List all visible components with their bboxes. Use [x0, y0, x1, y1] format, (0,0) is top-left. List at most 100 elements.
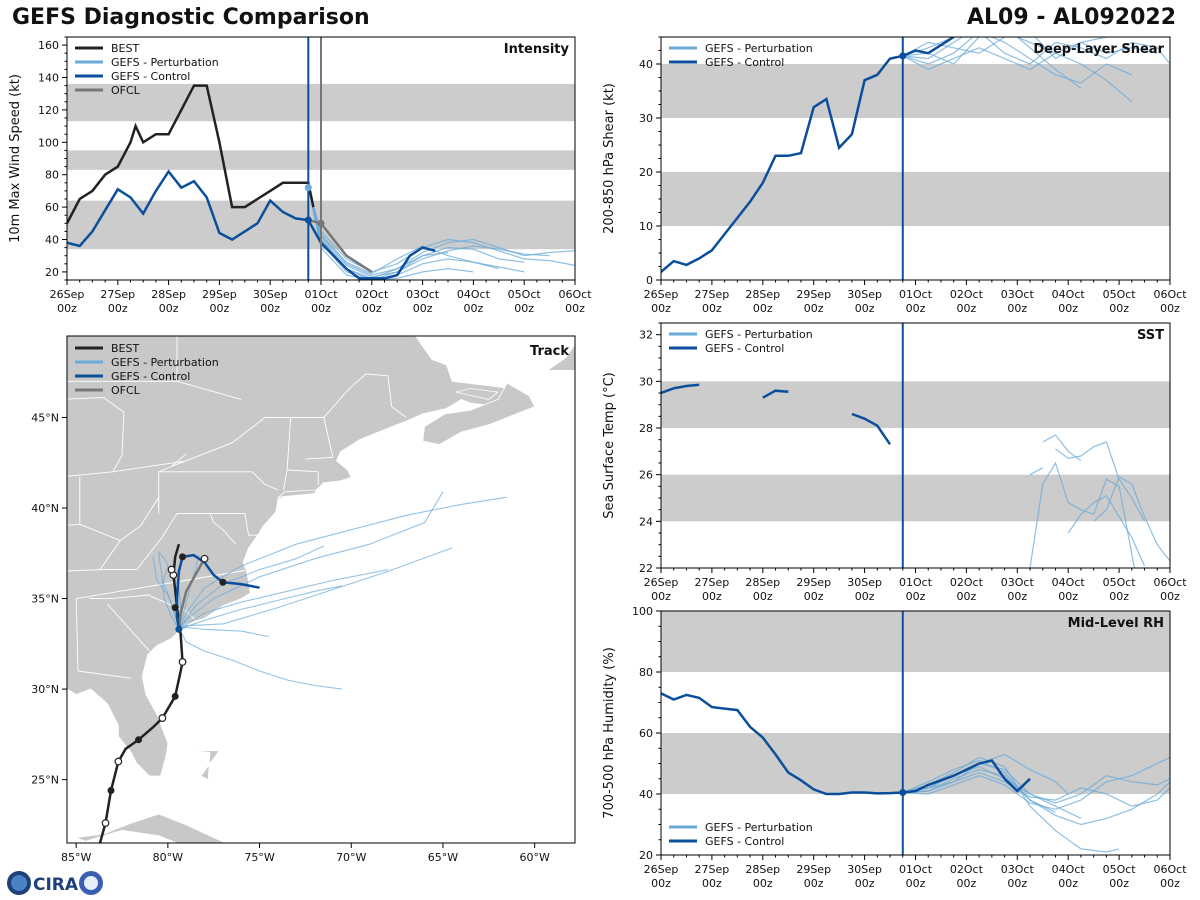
land-mainland: [67, 336, 512, 777]
page-title: GEFS Diagnostic Comparison: [12, 5, 370, 30]
cira-logo: CIRA: [7, 871, 103, 895]
y-axis-label: 200-850 hPa Shear (kt): [602, 83, 617, 234]
lat-tick-label: 35°N: [31, 593, 59, 606]
x-tick-hour-label: 00z: [906, 590, 926, 603]
control-track-point: [179, 553, 187, 561]
perturbation-line: [1055, 441, 1146, 522]
lat-tick-label: 30°N: [31, 683, 59, 696]
x-tick-hour-label: 00z: [855, 877, 875, 890]
perturbation-track: [178, 496, 508, 630]
y-tick-label: 20: [45, 266, 59, 279]
x-tick-hour-label: 00z: [159, 302, 179, 315]
perturbation-init-point: [304, 184, 312, 192]
x-tick-hour-label: 00z: [957, 590, 977, 603]
y-tick-label: 28: [639, 422, 653, 435]
state-border: [99, 495, 160, 570]
x-tick-hour-label: 00z: [1007, 590, 1027, 603]
x-tick-day-label: 04Oct: [1052, 288, 1086, 301]
x-tick-day-label: 02Oct: [950, 863, 984, 876]
lat-tick-label: 40°N: [31, 502, 59, 515]
x-tick-hour-label: 00z: [957, 877, 977, 890]
x-tick-day-label: 06Oct: [1153, 863, 1187, 876]
y-tick-label: 20: [639, 849, 653, 862]
control-track-point: [219, 578, 227, 586]
perturbation-line: [1093, 476, 1170, 562]
x-tick-day-label: 03Oct: [1001, 576, 1035, 589]
x-tick-hour-label: 00z: [565, 302, 585, 315]
x-tick-day-label: 05Oct: [1103, 288, 1137, 301]
control-init-point: [304, 216, 312, 224]
rh-data: [661, 692, 1170, 853]
map-layer: [67, 336, 575, 843]
x-tick-hour-label: 00z: [651, 877, 671, 890]
x-tick-hour-label: 00z: [1058, 877, 1078, 890]
x-tick-hour-label: 00z: [855, 590, 875, 603]
legend-label: GEFS - Control: [705, 342, 784, 355]
state-border: [287, 469, 319, 485]
legend-label: GEFS - Perturbation: [111, 56, 219, 69]
control-line: [661, 692, 1031, 796]
state-border: [158, 453, 187, 508]
panel-title: Track: [530, 344, 569, 359]
x-tick-hour-label: 00z: [753, 302, 773, 315]
lon-tick-label: 65°W: [428, 851, 458, 864]
x-tick-hour-label: 00z: [753, 590, 773, 603]
x-tick-day-label: 27Sep: [695, 576, 730, 589]
state-border: [176, 336, 242, 400]
ofcl-track: [177, 558, 206, 628]
y-axis-label: 10m Max Wind Speed (kt): [8, 74, 23, 243]
best-track-point: [171, 604, 179, 612]
x-tick-hour-label: 00z: [804, 877, 824, 890]
state-border: [75, 598, 79, 672]
control-init-point: [899, 788, 907, 796]
state-border: [77, 670, 132, 679]
legend-label: BEST: [111, 342, 139, 355]
perturbation-line: [902, 37, 1133, 103]
x-tick-hour-label: 00z: [1160, 877, 1180, 890]
state-border: [415, 336, 447, 366]
x-tick-hour-label: 00z: [362, 302, 382, 315]
x-tick-day-label: 28Sep: [151, 288, 186, 301]
x-tick-hour-label: 00z: [957, 302, 977, 315]
x-tick-hour-label: 00z: [413, 302, 433, 315]
x-tick-hour-label: 00z: [1007, 877, 1027, 890]
ofcl-line: [307, 218, 373, 273]
control-segment: [762, 389, 789, 399]
lon-tick-label: 60°W: [519, 851, 549, 864]
y-tick-label: 60: [45, 201, 59, 214]
x-tick-day-label: 06Oct: [1153, 288, 1187, 301]
x-tick-day-label: 27Sep: [695, 288, 730, 301]
perturbation-line: [902, 753, 1069, 795]
perturbation-line: [902, 765, 1082, 819]
x-tick-hour-label: 00z: [906, 302, 926, 315]
logo-globe-inner-icon: [11, 875, 27, 891]
state-border: [158, 471, 279, 491]
x-tick-day-label: 28Sep: [745, 288, 780, 301]
legend-label: GEFS - Control: [111, 70, 190, 83]
y-tick-label: 80: [639, 666, 653, 679]
perturbation-line: [1029, 467, 1044, 476]
x-tick-day-label: 03Oct: [406, 288, 440, 301]
y-tick-label: 80: [45, 169, 59, 182]
x-tick-day-label: 02Oct: [355, 288, 389, 301]
y-tick-label: 32: [639, 329, 653, 342]
land-nova-scotia: [422, 382, 536, 446]
x-tick-day-label: 03Oct: [1001, 288, 1035, 301]
threshold-band: [661, 611, 1170, 672]
lon-tick-label: 75°W: [244, 851, 274, 864]
x-tick-day-label: 04Oct: [1052, 863, 1086, 876]
perturbation-line: [902, 759, 1056, 813]
land-newfoundland: [546, 343, 575, 371]
y-tick-label: 40: [45, 234, 59, 247]
x-tick-hour-label: 00z: [1109, 877, 1129, 890]
ofcl-track-point: [200, 554, 209, 563]
best-track-open-point: [114, 757, 123, 766]
intensity-data: [67, 84, 575, 280]
x-tick-day-label: 06Oct: [1153, 576, 1187, 589]
state-border: [305, 417, 334, 460]
x-tick-hour-label: 00z: [702, 877, 722, 890]
legend-label: GEFS - Perturbation: [705, 42, 813, 55]
perturbation-line: [1042, 434, 1082, 462]
best-track-open-point: [178, 658, 187, 666]
x-tick-day-label: 05Oct: [508, 288, 542, 301]
